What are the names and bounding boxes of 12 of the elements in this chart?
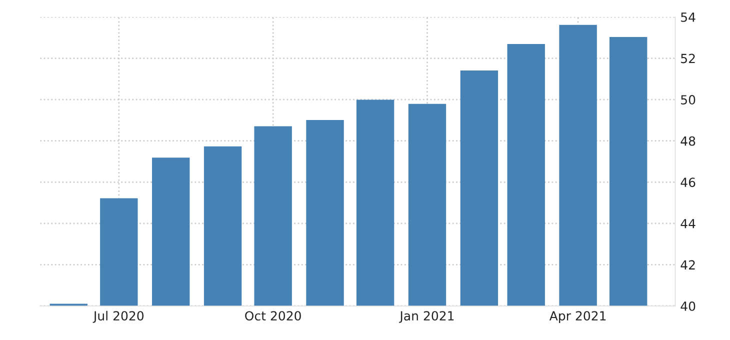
y-tick-label: 54 xyxy=(681,12,696,22)
y-tick-label: 50 xyxy=(681,95,696,104)
y-tick-label: 48 xyxy=(680,136,696,146)
x-tick-label: Jan 2021 xyxy=(399,311,454,323)
y-tick-label: 46 xyxy=(680,178,696,188)
x-tick-label: Oct 2020 xyxy=(245,311,301,321)
x-tick-label: Jul 2020 xyxy=(92,310,144,323)
y-tick-label: 44 xyxy=(680,219,696,228)
x-tick-label: Apr 2021 xyxy=(549,311,606,323)
y-tick-label: 42 xyxy=(680,260,695,270)
y-tick-label: 52 xyxy=(681,54,695,64)
y-tick-label: 40 xyxy=(680,301,696,311)
